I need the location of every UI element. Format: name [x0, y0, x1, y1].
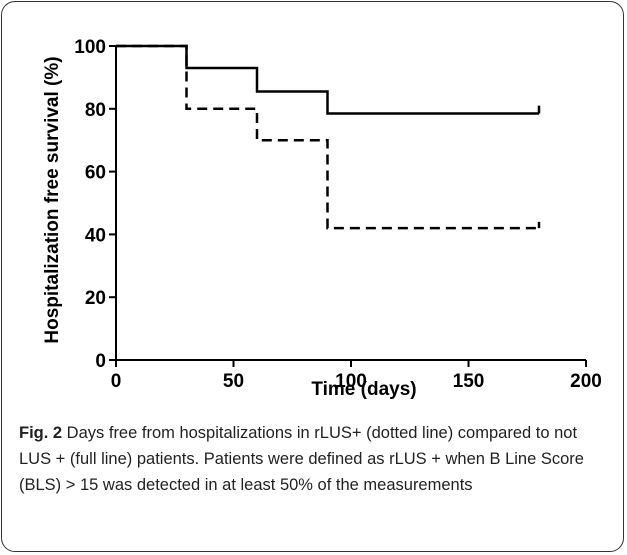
chart-series — [116, 44, 541, 230]
x-tick-label: 150 — [453, 371, 485, 392]
y-tick-label: 100 — [74, 37, 106, 58]
y-axis-title: Hospitalization free survival (%) — [42, 56, 63, 343]
caption-text: Days free from hospitalizations in rLUS+… — [19, 424, 584, 494]
y-tick-label: 80 — [85, 100, 106, 121]
x-tick-label: 0 — [111, 371, 122, 392]
x-tick-label: 50 — [223, 371, 244, 392]
dashed-survival-line — [116, 44, 539, 230]
x-tick-label: 200 — [570, 371, 602, 392]
y-tick-label: 40 — [85, 225, 106, 246]
chart-axes: 0 20 40 60 80 100 0 50 100 150 200 — [74, 37, 602, 392]
solid-survival-line — [116, 44, 539, 115]
y-tick-label: 20 — [85, 288, 106, 309]
figure-caption: Fig. 2 Days free from hospitalizations i… — [19, 420, 609, 498]
survival-chart: 0 20 40 60 80 100 0 50 100 150 200 Time (days) Hos… — [42, 37, 602, 400]
y-tick-label: 60 — [85, 163, 106, 184]
x-tick-label: 100 — [335, 371, 367, 392]
caption-label: Fig. 2 — [19, 424, 63, 442]
x-axis-title: Time (days) — [311, 379, 416, 400]
y-tick-label: 0 — [95, 351, 106, 372]
